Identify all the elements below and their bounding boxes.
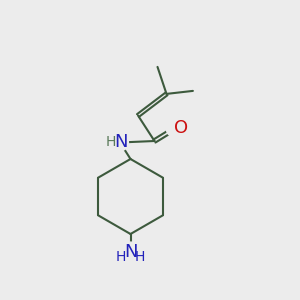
Circle shape (112, 134, 128, 151)
Text: H: H (106, 135, 116, 148)
Circle shape (167, 123, 180, 136)
Circle shape (122, 242, 139, 259)
Text: H: H (135, 250, 145, 264)
Text: H: H (116, 250, 126, 264)
Text: O: O (173, 119, 188, 137)
Text: N: N (124, 243, 137, 261)
Text: N: N (114, 133, 127, 151)
